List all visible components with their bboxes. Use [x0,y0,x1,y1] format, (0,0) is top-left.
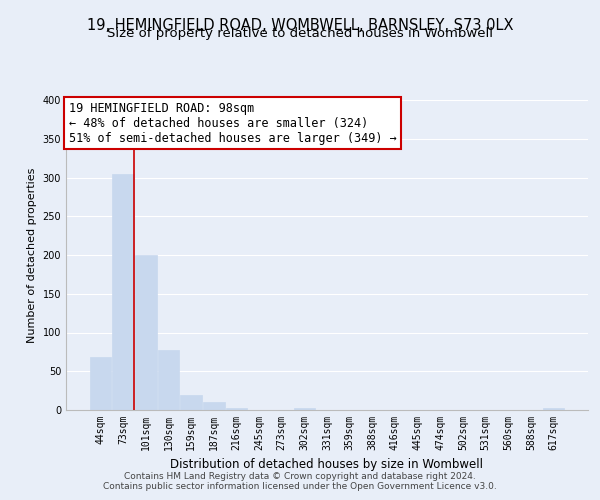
Bar [135,255,157,410]
X-axis label: Distribution of detached houses by size in Wombwell: Distribution of detached houses by size … [170,458,484,471]
Bar [293,408,315,410]
Text: 19, HEMINGFIELD ROAD, WOMBWELL, BARNSLEY, S73 0LX: 19, HEMINGFIELD ROAD, WOMBWELL, BARNSLEY… [87,18,513,32]
Bar [158,350,179,410]
Y-axis label: Number of detached properties: Number of detached properties [27,168,37,342]
Bar [112,174,134,410]
Text: 19 HEMINGFIELD ROAD: 98sqm
← 48% of detached houses are smaller (324)
51% of sem: 19 HEMINGFIELD ROAD: 98sqm ← 48% of deta… [68,102,397,144]
Text: Contains public sector information licensed under the Open Government Licence v3: Contains public sector information licen… [103,482,497,491]
Bar [226,408,247,410]
Bar [203,402,224,410]
Bar [181,394,202,410]
Text: Contains HM Land Registry data © Crown copyright and database right 2024.: Contains HM Land Registry data © Crown c… [124,472,476,481]
Bar [90,358,111,410]
Bar [543,408,564,410]
Text: Size of property relative to detached houses in Wombwell: Size of property relative to detached ho… [107,28,493,40]
